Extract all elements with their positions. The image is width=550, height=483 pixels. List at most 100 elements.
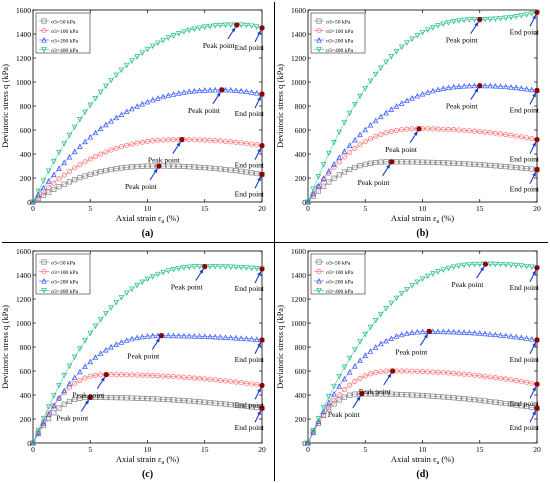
data-point xyxy=(466,329,473,336)
end-marker xyxy=(259,337,265,343)
data-point xyxy=(150,373,156,379)
data-point xyxy=(362,126,369,133)
data-point xyxy=(212,264,218,270)
data-point xyxy=(71,374,78,381)
data-point xyxy=(492,375,498,381)
legend-entry: σ3=100 kPa xyxy=(39,268,79,276)
data-point xyxy=(383,391,389,397)
end-label: End point xyxy=(510,423,540,432)
y-tick-label: 1000 xyxy=(16,78,31,87)
data-point xyxy=(513,333,519,340)
data-point xyxy=(134,334,140,341)
data-point xyxy=(372,117,379,124)
data-point xyxy=(529,264,535,271)
data-point xyxy=(51,402,57,409)
data-point xyxy=(352,101,358,108)
data-point xyxy=(419,328,426,335)
series-1 xyxy=(305,159,540,205)
y-tick-label: 1400 xyxy=(16,271,31,280)
data-point xyxy=(425,159,431,165)
data-point xyxy=(40,184,47,191)
data-point xyxy=(134,54,140,60)
legend-label: σ3=200 kPa xyxy=(51,279,79,285)
peak-label: Peak point xyxy=(171,283,204,292)
data-point xyxy=(440,160,446,166)
data-point xyxy=(144,396,151,402)
data-point xyxy=(503,400,509,407)
data-point xyxy=(223,378,229,384)
data-point xyxy=(118,144,125,150)
data-point xyxy=(378,369,384,375)
data-point xyxy=(87,171,93,177)
data-point xyxy=(419,159,426,165)
y-axis-label: Deviatoric stress q (kPa) xyxy=(0,64,10,148)
data-point xyxy=(404,330,410,336)
data-point xyxy=(222,22,229,29)
end-marker xyxy=(259,382,265,388)
data-point xyxy=(336,129,342,136)
data-point xyxy=(461,82,467,89)
data-point xyxy=(320,404,327,411)
data-point xyxy=(186,27,192,34)
data-point xyxy=(155,271,161,278)
peak-marker xyxy=(388,159,395,165)
y-tick-label: 1200 xyxy=(291,295,306,304)
data-point xyxy=(82,173,88,179)
peak-label: Peak point xyxy=(148,156,181,165)
data-point xyxy=(186,137,192,143)
data-point xyxy=(440,370,446,376)
data-point xyxy=(404,286,410,293)
data-point xyxy=(243,380,249,386)
data-point xyxy=(66,398,72,404)
data-point xyxy=(98,372,104,378)
legend: σ3=50 kPa σ3=100 kPa σ3=200 kPa σ3=400 kPa xyxy=(35,12,91,54)
data-point xyxy=(134,103,140,109)
data-point xyxy=(471,128,478,134)
data-point xyxy=(524,403,530,410)
data-point xyxy=(310,190,316,197)
data-point xyxy=(186,398,192,404)
data-point xyxy=(71,354,78,361)
data-point xyxy=(341,387,347,393)
data-point xyxy=(341,394,347,400)
data-point xyxy=(414,328,421,335)
data-point xyxy=(97,317,104,323)
legend-symbol xyxy=(41,46,47,53)
y-tick-label: 200 xyxy=(20,174,32,183)
data-point xyxy=(367,160,374,166)
data-point xyxy=(207,23,213,30)
data-point xyxy=(61,373,67,379)
data-point xyxy=(233,87,239,93)
data-point xyxy=(118,339,125,345)
data-point xyxy=(45,168,52,175)
legend-symbol xyxy=(316,27,322,34)
data-point xyxy=(30,440,36,446)
data-point xyxy=(487,162,493,168)
data-point xyxy=(129,372,135,378)
data-point xyxy=(518,85,525,91)
data-point xyxy=(471,372,478,378)
data-point xyxy=(529,380,535,386)
peak-arrow xyxy=(470,21,479,34)
data-point xyxy=(341,375,348,382)
data-point xyxy=(523,12,530,18)
data-point xyxy=(419,369,426,375)
data-point xyxy=(134,282,140,289)
legend: σ3=50 kPa σ3=100 kPa σ3=200 kPa σ3=400 kPa xyxy=(310,253,366,295)
data-point xyxy=(461,396,467,402)
data-point xyxy=(103,121,109,128)
data-point xyxy=(518,13,525,19)
data-point xyxy=(508,401,514,407)
data-point xyxy=(471,261,478,268)
data-point xyxy=(362,331,369,338)
data-point xyxy=(92,129,99,136)
data-point xyxy=(367,78,374,85)
data-point xyxy=(450,328,457,335)
data-point xyxy=(388,391,394,397)
data-point xyxy=(92,323,99,330)
data-point xyxy=(186,375,192,381)
data-point xyxy=(186,332,192,339)
data-point xyxy=(451,370,457,376)
data-point xyxy=(310,428,316,435)
peak-arrow xyxy=(172,141,181,154)
